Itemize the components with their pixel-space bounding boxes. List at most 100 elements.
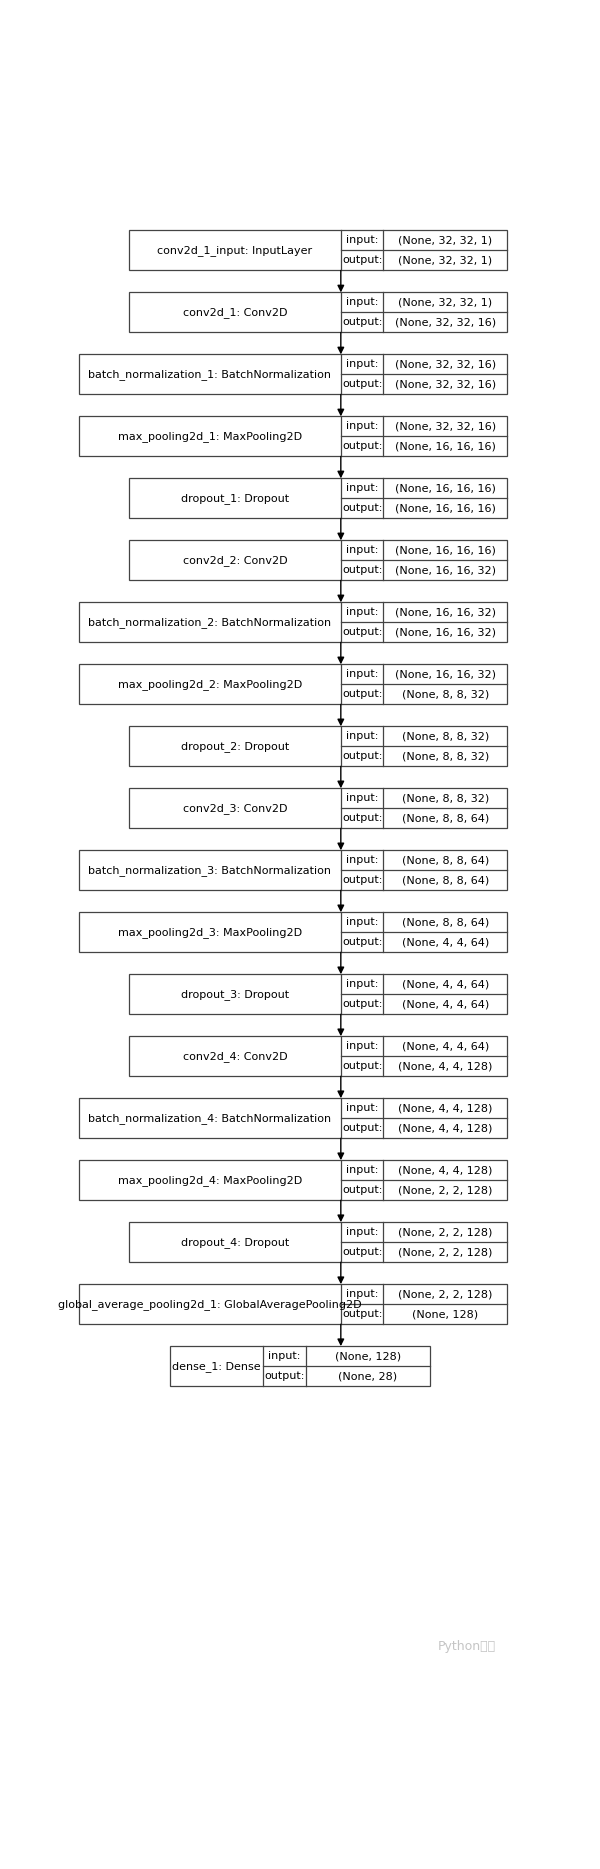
- Text: (None, 16, 16, 32): (None, 16, 16, 32): [395, 566, 496, 576]
- Text: (None, 8, 8, 64): (None, 8, 8, 64): [402, 813, 489, 824]
- Text: output:: output:: [342, 1185, 382, 1196]
- Text: (None, 4, 4, 128): (None, 4, 4, 128): [398, 1103, 493, 1114]
- Text: (None, 16, 16, 32): (None, 16, 16, 32): [395, 628, 496, 637]
- Bar: [170, 1346, 430, 1387]
- Text: Python之王: Python之王: [437, 1639, 496, 1652]
- Text: dropout_1: Dropout: dropout_1: Dropout: [181, 493, 289, 505]
- Text: max_pooling2d_1: MaxPooling2D: max_pooling2d_1: MaxPooling2D: [118, 432, 302, 441]
- Text: (None, 8, 8, 64): (None, 8, 8, 64): [402, 918, 489, 927]
- Text: input:: input:: [346, 669, 379, 678]
- Text: (None, 16, 16, 32): (None, 16, 16, 32): [395, 607, 496, 617]
- Text: conv2d_2: Conv2D: conv2d_2: Conv2D: [183, 555, 287, 566]
- Text: (None, 2, 2, 128): (None, 2, 2, 128): [398, 1228, 493, 1237]
- Text: output:: output:: [342, 1123, 382, 1133]
- Bar: [79, 912, 508, 953]
- Text: (None, 8, 8, 32): (None, 8, 8, 32): [402, 751, 489, 761]
- Text: dropout_4: Dropout: dropout_4: Dropout: [181, 1237, 289, 1248]
- Text: (None, 4, 4, 128): (None, 4, 4, 128): [398, 1164, 493, 1176]
- Text: (None, 8, 8, 64): (None, 8, 8, 64): [402, 875, 489, 886]
- Text: output:: output:: [342, 751, 382, 761]
- Text: (None, 28): (None, 28): [338, 1372, 398, 1381]
- Text: batch_normalization_2: BatchNormalization: batch_normalization_2: BatchNormalizatio…: [88, 617, 331, 628]
- Text: output:: output:: [342, 813, 382, 824]
- Text: (None, 16, 16, 16): (None, 16, 16, 16): [395, 503, 496, 514]
- Text: output:: output:: [342, 379, 382, 389]
- Text: (None, 32, 32, 16): (None, 32, 32, 16): [395, 359, 496, 370]
- Text: output:: output:: [342, 503, 382, 514]
- Text: input:: input:: [346, 918, 379, 927]
- Text: input:: input:: [346, 546, 379, 555]
- Text: (None, 16, 16, 16): (None, 16, 16, 16): [395, 484, 496, 493]
- Bar: [79, 1099, 508, 1138]
- Bar: [129, 292, 508, 333]
- Text: input:: input:: [346, 979, 379, 989]
- Text: output:: output:: [342, 441, 382, 452]
- Text: input:: input:: [346, 607, 379, 617]
- Text: global_average_pooling2d_1: GlobalAveragePooling2D: global_average_pooling2d_1: GlobalAverag…: [58, 1299, 362, 1310]
- Text: (None, 32, 32, 16): (None, 32, 32, 16): [395, 318, 496, 327]
- Text: input:: input:: [346, 1103, 379, 1114]
- Text: (None, 2, 2, 128): (None, 2, 2, 128): [398, 1247, 493, 1258]
- Text: input:: input:: [346, 359, 379, 370]
- Text: dropout_2: Dropout: dropout_2: Dropout: [181, 740, 289, 751]
- Text: (None, 4, 4, 64): (None, 4, 4, 64): [402, 979, 489, 989]
- Text: (None, 16, 16, 32): (None, 16, 16, 32): [395, 669, 496, 678]
- Text: batch_normalization_4: BatchNormalization: batch_normalization_4: BatchNormalizatio…: [88, 1112, 331, 1123]
- Text: output:: output:: [342, 1000, 382, 1009]
- Text: input:: input:: [268, 1351, 301, 1361]
- Bar: [129, 230, 508, 271]
- Bar: [79, 1161, 508, 1200]
- Bar: [129, 1035, 508, 1077]
- Text: (None, 32, 32, 16): (None, 32, 32, 16): [395, 379, 496, 389]
- Bar: [79, 1284, 508, 1325]
- Text: conv2d_1_input: InputLayer: conv2d_1_input: InputLayer: [157, 245, 313, 256]
- Text: input:: input:: [346, 1164, 379, 1176]
- Text: (None, 2, 2, 128): (None, 2, 2, 128): [398, 1185, 493, 1196]
- Text: output:: output:: [342, 938, 382, 948]
- Text: (None, 128): (None, 128): [335, 1351, 401, 1361]
- Text: input:: input:: [346, 1290, 379, 1299]
- Text: input:: input:: [346, 1041, 379, 1050]
- Text: (None, 16, 16, 16): (None, 16, 16, 16): [395, 441, 496, 452]
- Bar: [129, 789, 508, 828]
- Text: input:: input:: [346, 421, 379, 432]
- Text: output:: output:: [342, 1247, 382, 1258]
- Bar: [79, 663, 508, 705]
- Text: conv2d_4: Conv2D: conv2d_4: Conv2D: [183, 1050, 287, 1062]
- Bar: [79, 355, 508, 394]
- Text: (None, 8, 8, 32): (None, 8, 8, 32): [402, 731, 489, 742]
- Text: batch_normalization_1: BatchNormalization: batch_normalization_1: BatchNormalizatio…: [88, 368, 331, 379]
- Text: (None, 8, 8, 32): (None, 8, 8, 32): [402, 792, 489, 804]
- Text: (None, 4, 4, 64): (None, 4, 4, 64): [402, 938, 489, 948]
- Text: (None, 128): (None, 128): [412, 1308, 479, 1320]
- Text: output:: output:: [342, 256, 382, 265]
- Text: output:: output:: [342, 628, 382, 637]
- Bar: [79, 850, 508, 890]
- Text: (None, 4, 4, 128): (None, 4, 4, 128): [398, 1062, 493, 1071]
- Text: input:: input:: [346, 484, 379, 493]
- Text: output:: output:: [342, 690, 382, 699]
- Text: max_pooling2d_3: MaxPooling2D: max_pooling2d_3: MaxPooling2D: [118, 927, 302, 938]
- Text: input:: input:: [346, 235, 379, 245]
- Text: (None, 32, 32, 1): (None, 32, 32, 1): [398, 235, 493, 245]
- Text: (None, 16, 16, 16): (None, 16, 16, 16): [395, 546, 496, 555]
- Bar: [129, 727, 508, 766]
- Text: (None, 4, 4, 128): (None, 4, 4, 128): [398, 1123, 493, 1133]
- Text: (None, 8, 8, 32): (None, 8, 8, 32): [402, 690, 489, 699]
- Text: max_pooling2d_2: MaxPooling2D: max_pooling2d_2: MaxPooling2D: [118, 678, 302, 690]
- Text: output:: output:: [342, 1308, 382, 1320]
- Text: output:: output:: [342, 318, 382, 327]
- Text: dense_1: Dense: dense_1: Dense: [172, 1361, 261, 1372]
- Bar: [79, 417, 508, 456]
- Text: input:: input:: [346, 792, 379, 804]
- Text: (None, 4, 4, 64): (None, 4, 4, 64): [402, 1000, 489, 1009]
- Text: (None, 2, 2, 128): (None, 2, 2, 128): [398, 1290, 493, 1299]
- Bar: [129, 478, 508, 518]
- Text: (None, 32, 32, 1): (None, 32, 32, 1): [398, 256, 493, 265]
- Text: input:: input:: [346, 297, 379, 307]
- Text: (None, 8, 8, 64): (None, 8, 8, 64): [402, 856, 489, 865]
- Text: input:: input:: [346, 856, 379, 865]
- Bar: [79, 602, 508, 643]
- Text: output:: output:: [342, 1062, 382, 1071]
- Text: output:: output:: [342, 566, 382, 576]
